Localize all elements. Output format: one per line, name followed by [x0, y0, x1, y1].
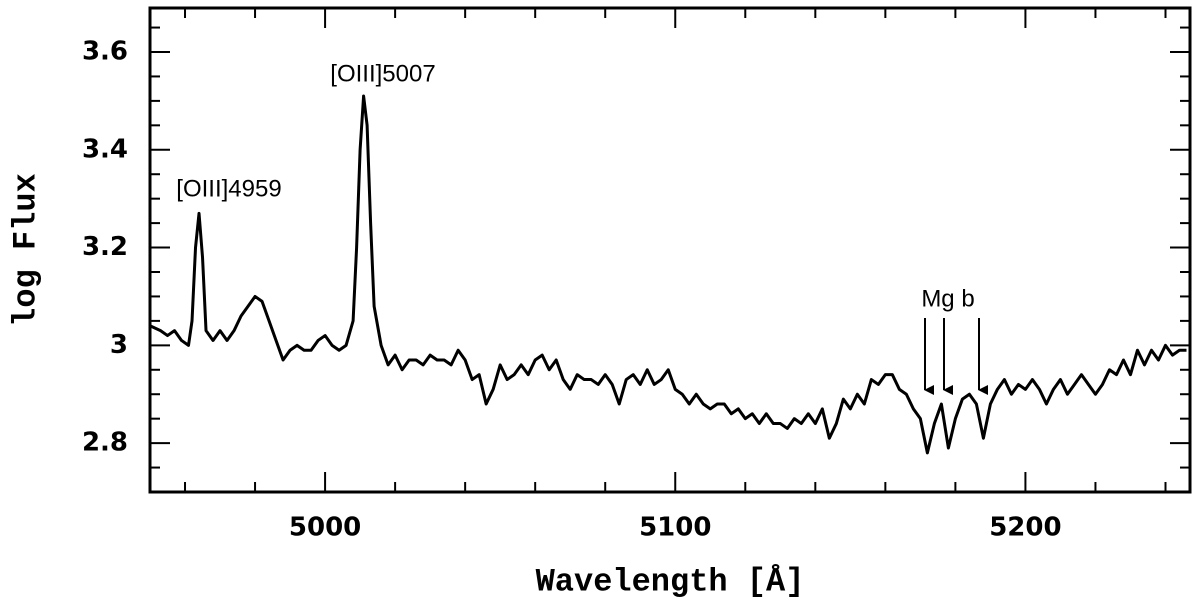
- annotation: [OIII]4959: [176, 175, 281, 202]
- spectrum-line: [149, 94, 1187, 455]
- y-tick-label: 3: [110, 330, 128, 360]
- y-tick-label: 2.8: [82, 428, 128, 458]
- annotation: [OIII]5007: [330, 60, 435, 87]
- x-tick-label: 5100: [639, 513, 711, 543]
- x-axis-label: Wavelength [Å]: [536, 563, 805, 600]
- plot-frame: [148, 6, 1192, 494]
- y-tick-label: 3.2: [82, 232, 128, 262]
- y-tick-label: 3.6: [82, 37, 128, 67]
- y-axis-label: log Flux: [7, 173, 44, 327]
- x-tick-label: 5200: [989, 513, 1061, 543]
- annotation: Mg b: [921, 285, 974, 312]
- y-tick-label: 3.4: [82, 134, 128, 164]
- x-tick-label: 5000: [289, 513, 361, 543]
